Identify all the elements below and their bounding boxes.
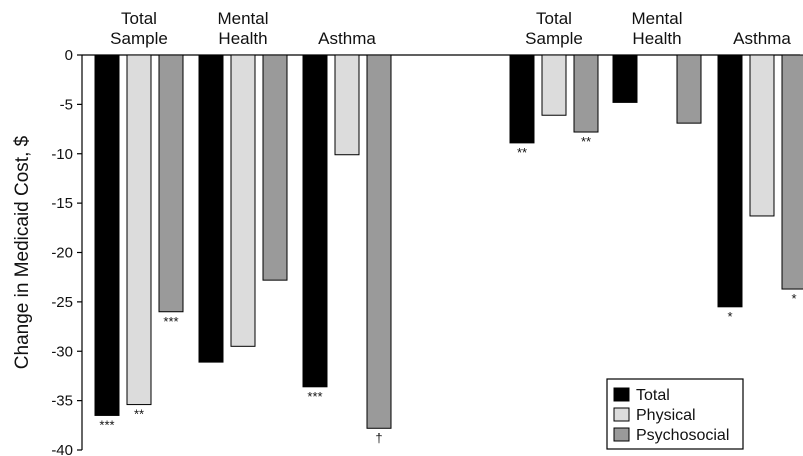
group-label: Total xyxy=(121,9,157,28)
bar-physical xyxy=(230,54,256,347)
legend-swatch-physical xyxy=(613,407,630,422)
significance-marker: ** xyxy=(517,145,527,160)
group-label: Total xyxy=(536,9,572,28)
group-label: Mental xyxy=(217,9,268,28)
bar-total xyxy=(509,54,535,144)
group-label: Asthma xyxy=(318,29,376,48)
group-label: Mental xyxy=(631,9,682,28)
y-tick-label: -40 xyxy=(51,442,73,456)
significance-marker: * xyxy=(791,291,796,306)
bar-physical xyxy=(334,54,360,156)
significance-marker: *** xyxy=(307,389,322,404)
bar-total xyxy=(717,54,743,308)
legend-box xyxy=(606,378,744,450)
bar-psychosocial xyxy=(573,54,599,133)
bar-psychosocial xyxy=(781,54,803,290)
y-tick-label: -35 xyxy=(51,393,73,410)
group-label: Health xyxy=(632,29,681,48)
bar-psychosocial xyxy=(676,54,702,124)
y-tick-label: -30 xyxy=(51,343,73,360)
y-tick-label: -10 xyxy=(51,146,73,163)
bar-psychosocial xyxy=(366,54,392,429)
y-tick-label: -15 xyxy=(51,195,73,212)
bar-total xyxy=(302,54,328,388)
bars xyxy=(94,54,803,429)
group-label: Health xyxy=(218,29,267,48)
legend-label-physical: Physical xyxy=(636,407,696,424)
legend-swatch-psychosocial xyxy=(613,427,630,442)
legend-label-psychosocial: Psychosocial xyxy=(636,427,729,444)
bar-total xyxy=(198,54,224,363)
significance-marker: *** xyxy=(163,314,178,329)
y-tick-label: -20 xyxy=(51,245,73,262)
y-axis-title: Change in Medicaid Cost, $ xyxy=(12,135,33,369)
y-axis: 0 -5 -10 -15 -20 -25 -30 -35 -40 Change in Medica… xyxy=(12,47,800,456)
y-tick-label: -5 xyxy=(60,96,73,113)
significance-marker: * xyxy=(727,309,732,324)
bar-physical xyxy=(126,54,152,406)
significance-marker: *** xyxy=(99,417,114,432)
legend-label-total: Total xyxy=(636,387,670,404)
bar-psychosocial xyxy=(262,54,288,281)
group-label: Asthma xyxy=(733,29,791,48)
legend-swatch-total xyxy=(613,387,630,402)
bar-physical xyxy=(541,54,567,116)
significance-labels: ***********†****** xyxy=(99,134,796,445)
bar-psychosocial xyxy=(158,54,184,313)
significance-marker: ** xyxy=(134,407,144,422)
y-tick-label: -25 xyxy=(51,294,73,311)
legend: Total Physical Psychosocial xyxy=(606,378,744,450)
y-tick-label: 0 xyxy=(65,47,73,64)
group-label: Sample xyxy=(525,29,583,48)
bar-total xyxy=(612,54,638,103)
bar-physical xyxy=(749,54,775,217)
significance-marker: ** xyxy=(581,134,591,149)
significance-marker: † xyxy=(375,430,382,445)
bar-total xyxy=(94,54,120,416)
group-label: Sample xyxy=(110,29,168,48)
